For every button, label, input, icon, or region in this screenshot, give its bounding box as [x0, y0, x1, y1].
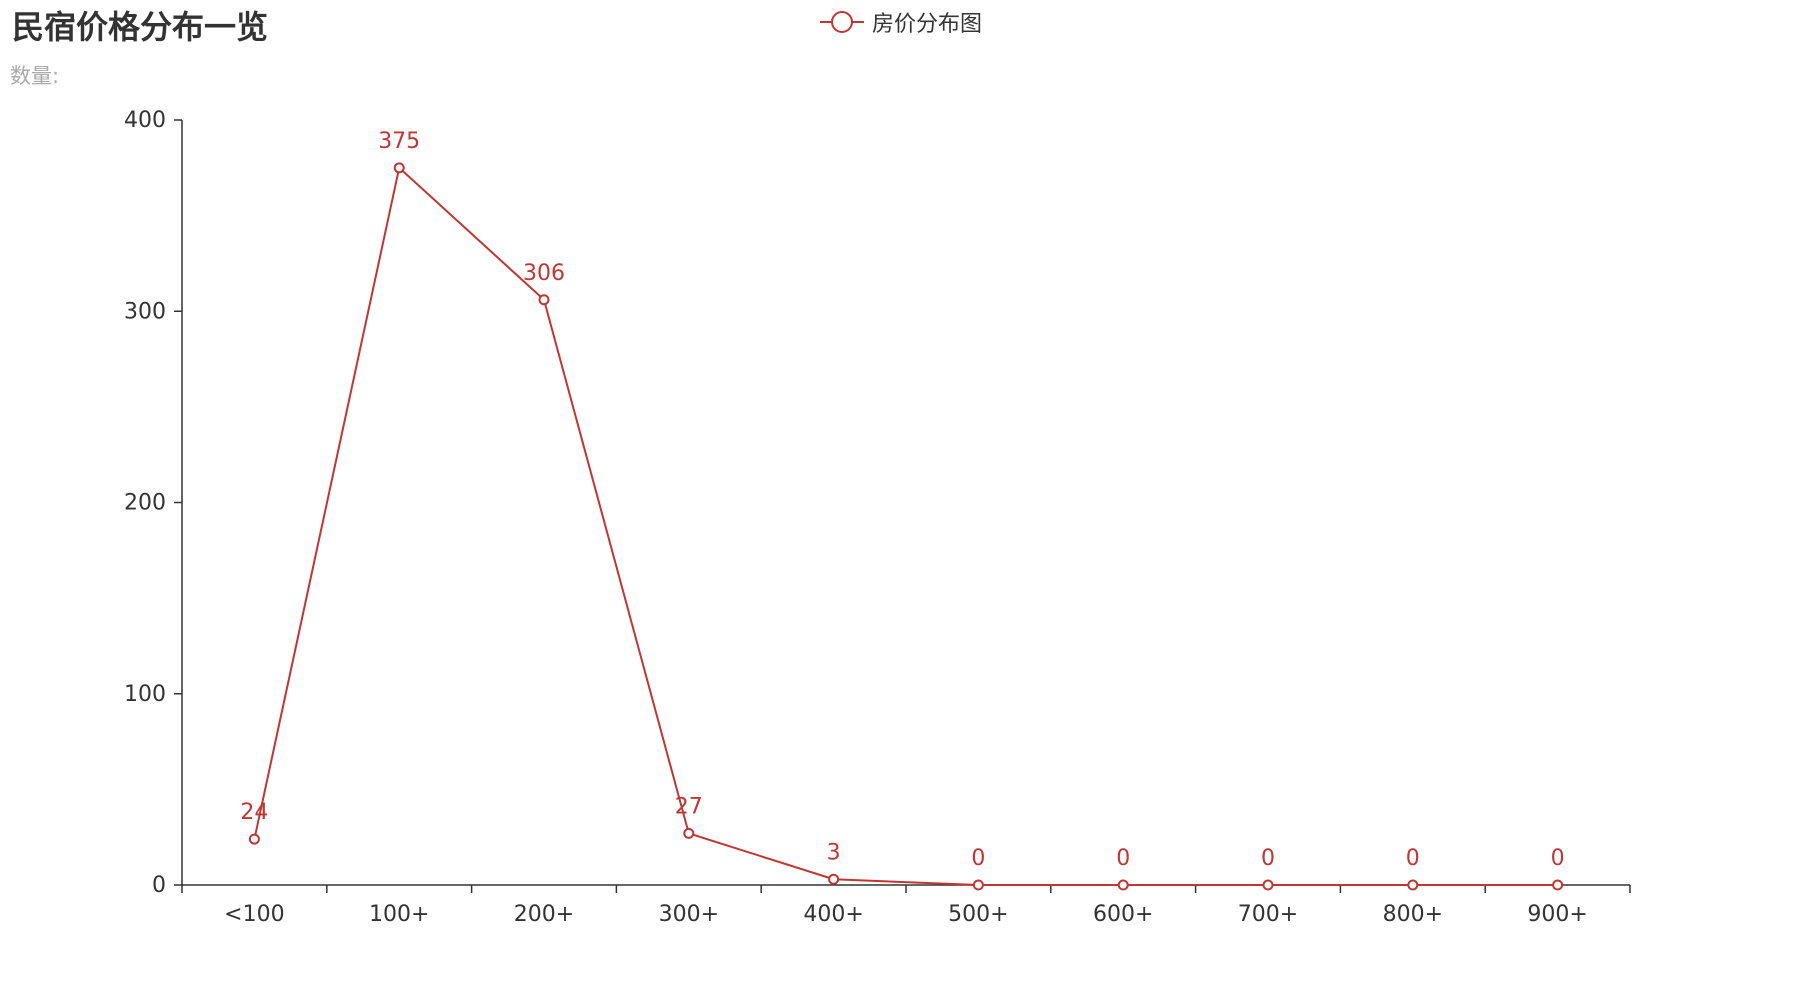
legend-item[interactable]: 房价分布图	[820, 6, 982, 38]
data-point[interactable]	[1552, 879, 1564, 891]
x-tick-label: 800+	[1383, 902, 1443, 927]
data-label: 0	[1406, 846, 1420, 871]
data-point[interactable]	[972, 879, 984, 891]
y-tick-label: 300	[124, 299, 166, 324]
x-tick-label: 200+	[514, 902, 574, 927]
data-point[interactable]	[1262, 879, 1274, 891]
x-tick-label: 900+	[1527, 902, 1587, 927]
data-label: 3	[827, 840, 841, 865]
data-point[interactable]	[683, 827, 695, 839]
series-layer: 24 375 306 27 3 0 0 0 0 0	[240, 129, 1565, 891]
x-tick-label: 700+	[1238, 902, 1298, 927]
y-axis: 0 100 200 300 400	[124, 108, 183, 898]
chart-title: 民宿价格分布一览	[12, 8, 269, 46]
y-tick-label: 0	[152, 873, 166, 898]
x-tick-label: 100+	[369, 902, 429, 927]
data-label: 0	[1261, 846, 1275, 871]
data-label: 0	[1116, 846, 1130, 871]
data-label: 375	[378, 129, 420, 154]
chart-subtitle: 数量:	[10, 64, 60, 88]
x-tick-label: 600+	[1093, 902, 1153, 927]
y-tick-label: 100	[124, 682, 166, 707]
x-tick-label: 500+	[948, 902, 1008, 927]
x-tick-label: <100	[224, 902, 284, 927]
legend-label: 房价分布图	[872, 12, 983, 37]
data-label: 24	[240, 800, 268, 825]
legend-line-circle-icon	[820, 11, 864, 33]
data-label: 0	[971, 846, 985, 871]
data-label: 0	[1551, 846, 1565, 871]
data-point[interactable]	[393, 162, 405, 174]
data-point[interactable]	[538, 294, 550, 306]
series-line	[253, 165, 1558, 886]
data-label: 306	[523, 261, 565, 286]
x-tick-label: 400+	[803, 902, 863, 927]
data-point[interactable]	[1407, 879, 1419, 891]
data-label: 27	[675, 794, 703, 819]
data-point[interactable]	[1117, 879, 1129, 891]
y-tick-label: 400	[124, 108, 166, 133]
data-point[interactable]	[248, 833, 260, 845]
data-point[interactable]	[828, 873, 840, 885]
x-axis: <100 100+ 200+ 300+ 400+ 500+ 600+ 700+ 800+ 900+	[181, 884, 1631, 927]
x-tick-label: 300+	[659, 902, 719, 927]
y-tick-label: 200	[124, 491, 166, 516]
